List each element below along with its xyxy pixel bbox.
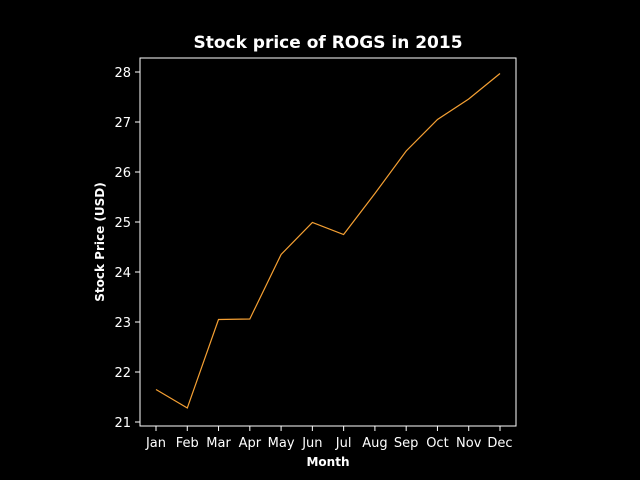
- x-tick-label: Dec: [487, 436, 512, 451]
- x-tick-label: Oct: [426, 436, 448, 451]
- x-tick-label: Apr: [239, 436, 262, 451]
- x-tick-label: Jul: [335, 436, 352, 451]
- x-tick-label: Feb: [176, 436, 199, 451]
- x-tick-label: Sep: [394, 436, 419, 451]
- x-tick-label: Nov: [456, 436, 482, 451]
- chart-title: Stock price of ROGS in 2015: [193, 33, 462, 53]
- x-tick-label: Jan: [145, 436, 166, 451]
- y-tick-label: 25: [114, 216, 131, 231]
- y-tick-label: 22: [114, 366, 131, 381]
- plot-area-frame: [139, 57, 517, 427]
- x-tick-label: Aug: [362, 436, 387, 451]
- y-tick-label: 28: [114, 66, 131, 81]
- x-tick-label: Jun: [301, 436, 322, 451]
- x-axis-label: Month: [306, 455, 349, 469]
- y-tick-label: 27: [114, 116, 131, 131]
- y-axis-label: Stock Price (USD): [93, 182, 107, 301]
- y-tick-label: 23: [114, 316, 131, 331]
- x-tick-label: May: [268, 436, 295, 451]
- y-tick-label: 21: [114, 416, 131, 431]
- y-tick-label: 24: [114, 266, 131, 281]
- y-axis-ticks: 21 22 23 24 25 26 27 28: [114, 66, 140, 431]
- y-tick-label: 26: [114, 166, 131, 181]
- series-line: [155, 73, 501, 409]
- x-axis-ticks: Jan Feb Mar Apr May Jun Jul Aug Sep Oct Nov Dec: [145, 426, 513, 451]
- x-tick-label: Mar: [206, 436, 231, 451]
